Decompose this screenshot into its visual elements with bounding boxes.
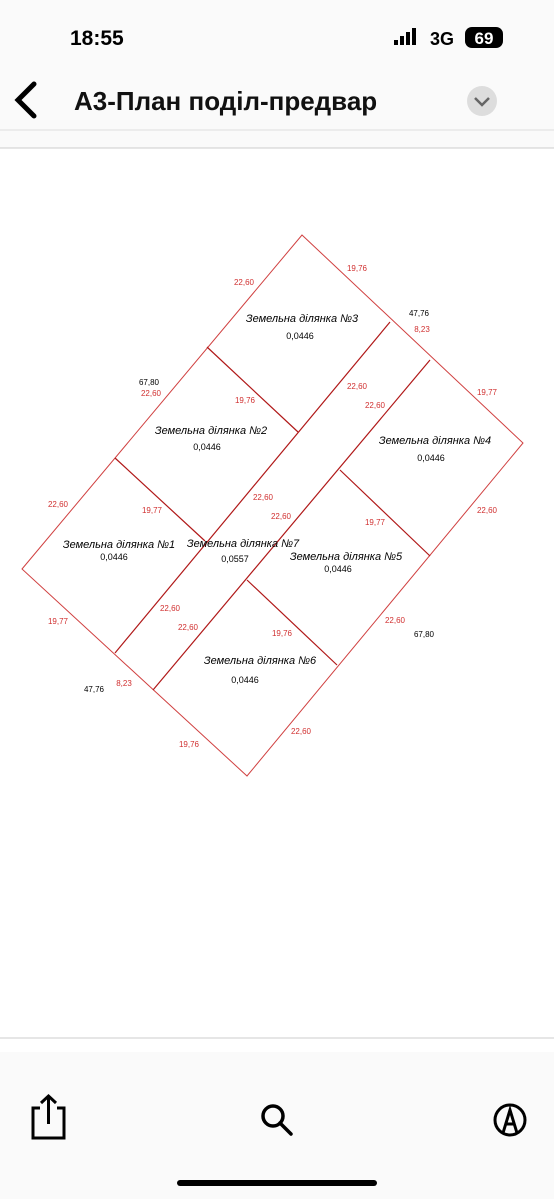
plot-area: 0,0446 [417,453,445,463]
title-dropdown[interactable] [467,86,497,116]
signal-icon [394,28,416,45]
plot-area: 0,0446 [193,442,221,452]
dimension-label: 19,76 [235,396,256,405]
dimension-label: 19,76 [272,629,293,638]
plot-boundary [339,469,431,557]
dimension-label: 22,60 [234,278,255,287]
dimension-label: 22,60 [178,623,199,632]
road-boundary [114,321,391,654]
dimension-label: 19,77 [477,388,498,397]
dimension-label: 19,77 [365,518,386,527]
plot-boundary [114,457,206,542]
dimension-label: 19,76 [347,264,368,273]
plot-boundary [246,579,338,666]
time: 18:55 [70,27,124,50]
outer-dimension-label: 47,76 [84,685,105,694]
dimension-label: 8,23 [414,325,430,334]
plot-name: Земельна ділянка №4 [379,435,491,447]
plot-name: Земельна ділянка №6 [204,655,317,667]
dimension-label: 22,60 [48,500,69,509]
dimension-label: 22,60 [477,506,498,515]
dimension-label: 22,60 [253,493,274,502]
home-indicator [177,1180,377,1186]
plot-name: Земельна ділянка №1 [63,539,175,551]
dimension-label: 22,60 [385,616,406,625]
dimension-label: 19,77 [48,617,69,626]
plot-area: 0,0557 [221,554,249,564]
plot-area: 0,0446 [286,331,314,341]
share-button[interactable] [31,1093,66,1140]
plot-area: 0,0446 [100,552,128,562]
dimension-label: 8,23 [116,679,132,688]
plot-name: Земельна ділянка №2 [155,425,267,437]
plot-area: 0,0446 [324,564,352,574]
plot-area: 0,0446 [231,675,259,685]
document-title: А3-План поділ-предвар [74,86,377,116]
network: 3G [430,29,454,49]
road-boundary [152,359,431,691]
dimension-label: 22,60 [141,389,162,398]
top-bar [0,0,554,148]
land-plan [21,234,524,777]
plot-name: Земельна ділянка №3 [246,313,359,325]
dimension-label: 22,60 [271,512,292,521]
dimension-label: 22,60 [291,727,312,736]
dimension-label: 22,60 [365,401,386,410]
dimension-label: 19,76 [179,740,200,749]
plot-name: Земельна ділянка №5 [290,551,403,563]
outer-dimension-label: 67,80 [139,378,160,387]
search-button[interactable] [261,1104,293,1136]
outer-dimension-label: 47,76 [409,309,430,318]
battery-level: 69 [475,29,494,48]
back-button[interactable] [14,81,37,119]
battery-icon [465,27,503,48]
outer-dimension-label: 67,80 [414,630,435,639]
plot-name: Земельна ділянка №7 [187,538,300,550]
plot-boundary [206,346,299,433]
dimension-label: 19,77 [142,506,163,515]
dimension-label: 22,60 [160,604,181,613]
dimension-label: 22,60 [347,382,368,391]
markup-button[interactable] [493,1103,527,1137]
